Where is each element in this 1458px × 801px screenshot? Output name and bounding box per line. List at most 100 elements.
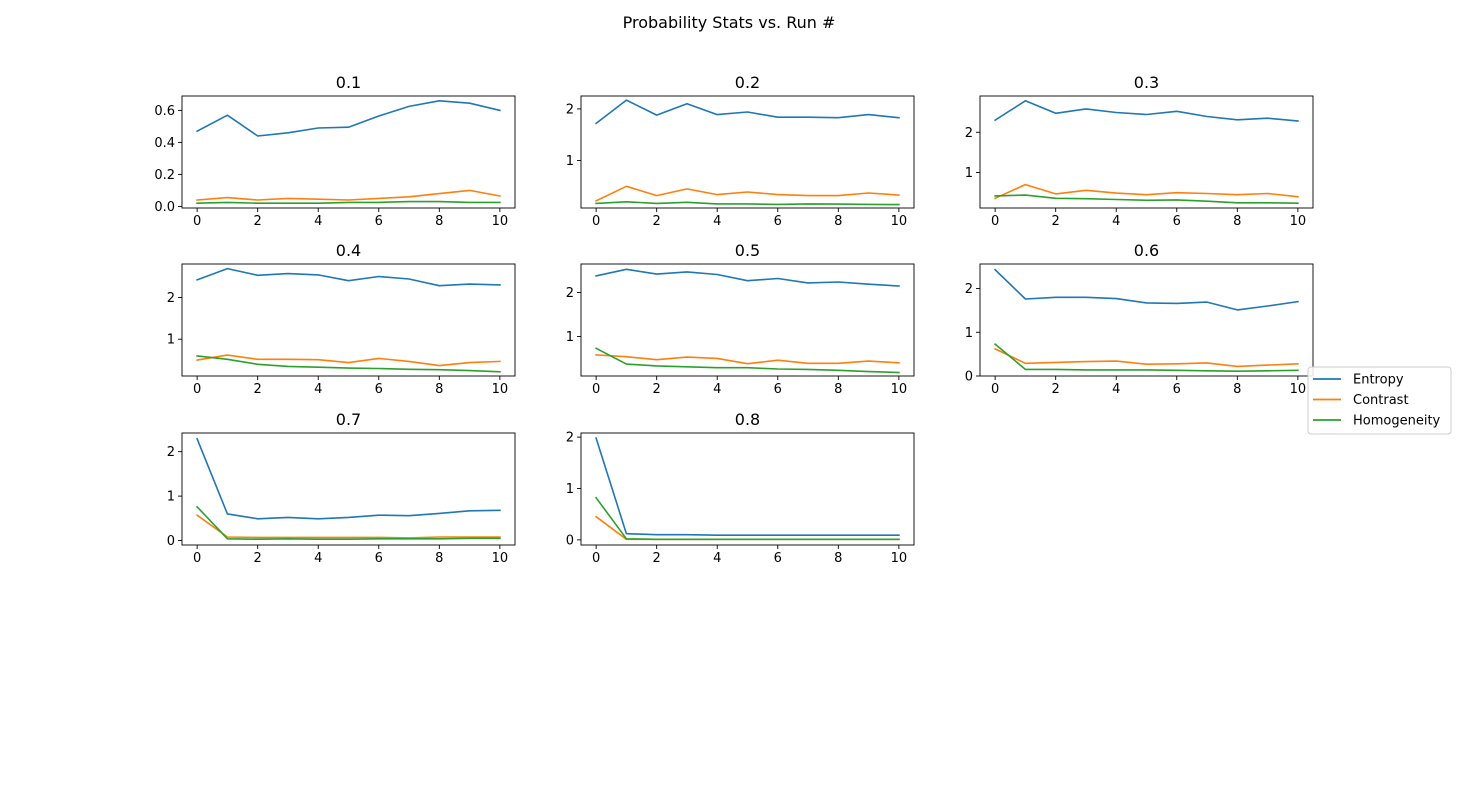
series-line-entropy bbox=[993, 100, 1299, 122]
subplot-title: 0.2 bbox=[735, 73, 760, 92]
y-tick-label: 1 bbox=[566, 330, 574, 345]
y-tick-label: 2 bbox=[167, 291, 175, 306]
subplot-0-6: 0 2 4 6 8 10 0 1 2 0.6 bbox=[965, 241, 1314, 397]
x-tick-label: 6 bbox=[774, 382, 782, 397]
legend: Entropy Contrast Homogeneity bbox=[1307, 366, 1452, 435]
x-tick-label: 10 bbox=[1290, 214, 1307, 229]
x-tick-label: 0 bbox=[592, 214, 600, 229]
series-line-homogeneity bbox=[993, 342, 1299, 373]
y-tick-label: 2 bbox=[566, 431, 574, 446]
x-tick-label: 10 bbox=[891, 382, 908, 397]
axes-frame bbox=[580, 263, 915, 377]
legend-box bbox=[1307, 366, 1452, 435]
x-tick-label: 10 bbox=[891, 551, 908, 566]
y-tick-label: 0 bbox=[965, 370, 973, 385]
x-tick-label: 2 bbox=[653, 551, 661, 566]
x-tick-label: 2 bbox=[1052, 382, 1060, 397]
series-line-entropy bbox=[595, 268, 900, 287]
series-line-homogeneity bbox=[595, 201, 900, 206]
axes-frame bbox=[979, 263, 1314, 377]
x-tick-label: 8 bbox=[834, 551, 842, 566]
x-tick-label: 6 bbox=[774, 214, 782, 229]
x-tick-label: 10 bbox=[492, 382, 509, 397]
x-tick-label: 2 bbox=[254, 214, 262, 229]
x-tick-label: 10 bbox=[1290, 382, 1307, 397]
series-line-contrast bbox=[994, 347, 1299, 368]
y-tick-label: 2 bbox=[167, 445, 175, 460]
x-tick-label: 4 bbox=[1112, 382, 1120, 397]
subplot-title: 0.3 bbox=[1134, 73, 1159, 92]
x-tick-label: 6 bbox=[1173, 382, 1181, 397]
x-tick-label: 2 bbox=[653, 214, 661, 229]
x-tick-label: 6 bbox=[774, 551, 782, 566]
x-tick-label: 8 bbox=[1233, 214, 1241, 229]
x-tick-label: 8 bbox=[435, 382, 443, 397]
subplot-0-8: 0 2 4 6 8 10 0 1 2 0.8 bbox=[566, 410, 915, 566]
series-line-homogeneity bbox=[595, 347, 900, 374]
x-tick-label: 8 bbox=[435, 214, 443, 229]
subplot-title: 0.6 bbox=[1134, 241, 1159, 260]
y-tick-label: 2 bbox=[566, 286, 574, 301]
series-line-entropy bbox=[196, 437, 501, 520]
series-line-homogeneity bbox=[196, 355, 501, 373]
x-tick-label: 8 bbox=[834, 214, 842, 229]
y-tick-label: 0.2 bbox=[154, 168, 175, 183]
series-line-contrast bbox=[994, 183, 1299, 200]
x-tick-label: 0 bbox=[193, 214, 201, 229]
y-tick-label: 2 bbox=[566, 102, 574, 117]
y-tick-label: 1 bbox=[965, 326, 973, 341]
x-tick-label: 4 bbox=[314, 382, 322, 397]
x-tick-label: 8 bbox=[834, 382, 842, 397]
series-line-entropy bbox=[993, 268, 1299, 311]
x-tick-label: 4 bbox=[713, 551, 721, 566]
y-tick-label: 0.4 bbox=[154, 136, 175, 151]
x-tick-label: 8 bbox=[435, 551, 443, 566]
series-line-entropy bbox=[196, 100, 501, 137]
series-line-homogeneity bbox=[994, 194, 1299, 205]
subplot-title: 0.8 bbox=[735, 410, 760, 429]
axes-frame bbox=[580, 432, 915, 546]
series-line-homogeneity bbox=[195, 505, 501, 541]
axes-frame bbox=[181, 432, 516, 546]
y-tick-label: 1 bbox=[167, 333, 175, 348]
legend-label-contrast: Contrast bbox=[1353, 393, 1409, 408]
series-line-homogeneity bbox=[196, 200, 501, 205]
x-tick-label: 2 bbox=[254, 551, 262, 566]
x-tick-label: 4 bbox=[314, 214, 322, 229]
x-tick-label: 2 bbox=[1052, 214, 1060, 229]
subplot-title: 0.1 bbox=[336, 73, 361, 92]
axes-frame bbox=[181, 263, 516, 377]
legend-label-homogeneity: Homogeneity bbox=[1353, 414, 1441, 429]
series-line-homogeneity bbox=[594, 496, 900, 541]
x-tick-label: 4 bbox=[314, 551, 322, 566]
x-tick-label: 10 bbox=[492, 551, 509, 566]
y-tick-label: 0 bbox=[566, 533, 574, 548]
x-tick-label: 8 bbox=[1233, 382, 1241, 397]
axes-frame bbox=[181, 95, 516, 209]
subplot-title: 0.7 bbox=[336, 410, 361, 429]
y-tick-label: 0.0 bbox=[154, 200, 175, 215]
subplot-title: 0.5 bbox=[735, 241, 760, 260]
subplot-0-7: 0 2 4 6 8 10 0 1 2 0.7 bbox=[167, 410, 516, 566]
series-line-contrast bbox=[196, 354, 501, 367]
y-tick-label: 1 bbox=[566, 154, 574, 169]
y-tick-label: 0 bbox=[167, 534, 175, 549]
x-tick-label: 4 bbox=[1112, 214, 1120, 229]
x-tick-label: 4 bbox=[713, 382, 721, 397]
axes-frame bbox=[979, 95, 1314, 209]
subplot-0-1: 0 2 4 6 8 10 0.0 0.2 0.4 0.6 0.1 bbox=[154, 73, 516, 229]
y-tick-label: 1 bbox=[566, 482, 574, 497]
y-tick-label: 2 bbox=[965, 126, 973, 141]
x-tick-label: 0 bbox=[193, 551, 201, 566]
series-line-entropy bbox=[594, 99, 900, 125]
series-line-contrast bbox=[595, 185, 900, 202]
x-tick-label: 0 bbox=[991, 214, 999, 229]
y-tick-label: 2 bbox=[965, 282, 973, 297]
series-line-contrast bbox=[595, 354, 900, 365]
